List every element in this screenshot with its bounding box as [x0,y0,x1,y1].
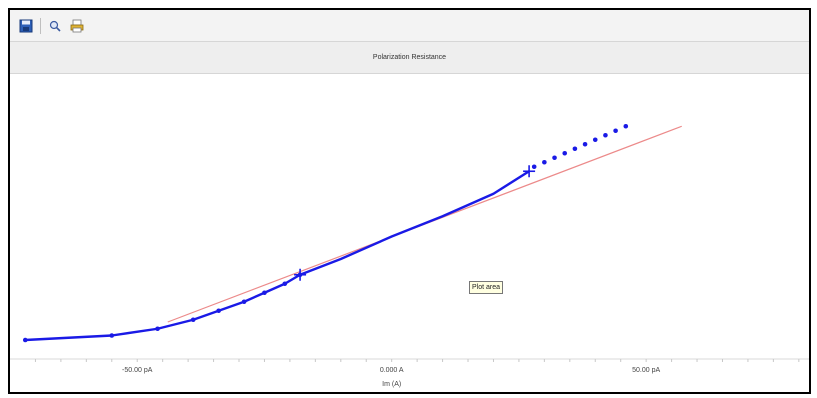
chart-title-bar: Polarization Resistance [10,42,809,74]
toolbar-separator [40,17,41,34]
x-tick-label: 0.000 A [379,367,404,374]
data-point [542,159,547,165]
x-tick-label: 50.00 pA [632,367,661,374]
data-point [572,146,578,152]
data-point [190,317,196,323]
data-point [241,299,247,305]
print-icon[interactable] [69,18,85,34]
data-point [603,132,608,138]
data-point [613,128,618,134]
x-tick-label: -50.00 pA [122,367,153,374]
data-point [582,141,588,147]
data-point [109,333,115,338]
plot-area[interactable]: Plot area -50.00 pA 0.000 A 50.00 pA Im (A) [10,74,809,392]
chart-svg [10,123,809,362]
zoom-icon[interactable] [47,18,63,34]
data-point [155,326,160,332]
data-point [592,137,598,143]
plot-area-tooltip: Plot area [469,281,504,294]
measured-curve [25,170,530,342]
data-point [562,150,568,156]
x-axis-label: Im (A) [382,381,402,388]
data-point [282,281,288,287]
data-point [531,164,537,170]
toolbar [10,10,809,42]
chart-window: Polarization Resistance Plot area -50.00… [8,8,811,394]
chart-title: Polarization Resistance [372,54,447,61]
data-point [262,290,267,296]
data-point [552,155,557,161]
save-icon[interactable] [18,18,34,34]
data-point [623,123,629,129]
data-point [22,337,28,343]
data-point [216,308,221,314]
